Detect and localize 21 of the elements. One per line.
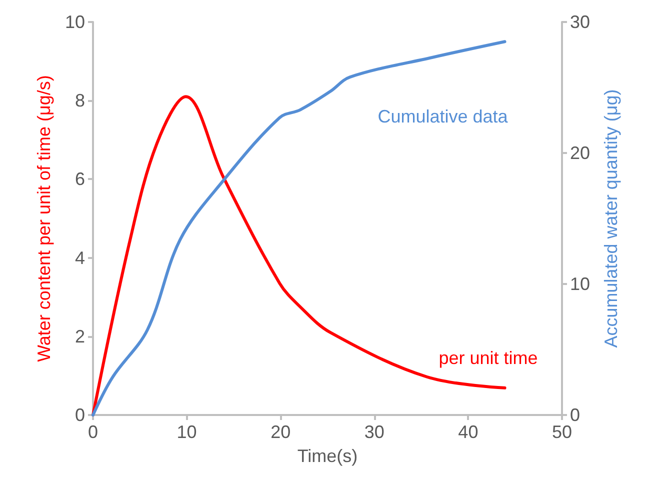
- series-label: per unit time: [438, 348, 538, 368]
- y-tick-label: 6: [74, 169, 85, 190]
- y2-axis-title: Accumulated water quantity (μg): [601, 89, 621, 348]
- x-tick-label: 40: [458, 422, 478, 442]
- y2-tick-label: 20: [570, 143, 590, 163]
- y-tick-label: 10: [64, 12, 85, 32]
- y2-tick-label: 0: [570, 405, 580, 425]
- y-axis-title: Water content per unit of time (μg/s): [34, 75, 54, 362]
- y2-tick-label: 30: [570, 12, 590, 32]
- y-tick-label: 0: [74, 405, 85, 425]
- x-axis-title: Time(s): [297, 446, 358, 466]
- y-tick-label: 2: [74, 326, 85, 346]
- x-tick-label: 10: [176, 422, 197, 442]
- y-tick-label: 8: [74, 90, 85, 111]
- x-tick-label: 30: [364, 422, 384, 442]
- y-tick-label: 4: [74, 248, 85, 268]
- x-tick-label: 0: [88, 422, 98, 442]
- x-tick-label: 20: [270, 422, 291, 442]
- x-tick-label: 50: [552, 422, 572, 442]
- text: Cumulative data: [378, 106, 509, 127]
- y2-tick-label: 10: [570, 274, 590, 294]
